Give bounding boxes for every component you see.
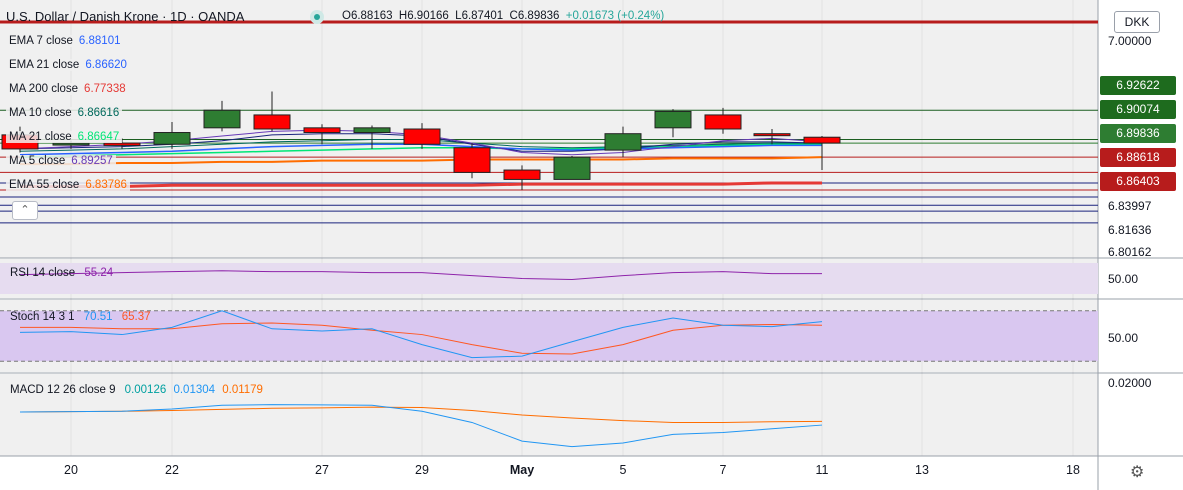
low-value: L6.87401: [455, 10, 504, 22]
price-axis-label: 7.00000: [1108, 34, 1152, 48]
stoch-band: [0, 310, 1098, 362]
time-axis-label: 13: [915, 463, 929, 477]
stoch-legend: Stoch 14 3 1 70.51 65.37: [10, 311, 151, 323]
macd-axis-label: 0.02000: [1108, 376, 1152, 390]
candle-body: [203, 109, 241, 129]
macd-signal-line: [19, 406, 823, 423]
indicator-legend-item[interactable]: EMA 21 close 6.86620: [6, 59, 130, 71]
time-axis-label: 20: [64, 463, 78, 477]
indicator-legend-value: 6.86616: [77, 107, 120, 119]
indicator-legend-value: 6.83786: [85, 179, 127, 191]
candle-body: [704, 114, 742, 130]
time-axis-label: 5: [619, 463, 627, 477]
macd-line: [19, 404, 823, 448]
macd-value: 0.01304: [173, 384, 216, 396]
indicator-legend-value: 6.88101: [78, 35, 121, 47]
stoch-d-line: [20, 322, 823, 355]
candle-body: [604, 133, 642, 151]
candle-body: [253, 114, 291, 130]
ma-line-ema55: [20, 156, 823, 166]
indicator-legend-label: MA 200 close: [9, 83, 79, 95]
price-tag: 6.88618: [1100, 148, 1176, 167]
indicator-legend-item[interactable]: MA 21 close 6.86647: [6, 131, 123, 143]
indicator-legend-value: 6.86620: [85, 59, 127, 71]
indicator-legend-item[interactable]: MA 200 close 6.77338: [6, 83, 129, 95]
macd-hist-value: 0.00126: [124, 384, 167, 396]
stoch-k-line: [19, 310, 823, 359]
price-tag: 6.90074: [1100, 100, 1176, 119]
stoch-k-value: 70.51: [83, 311, 113, 323]
price-axis-label: 6.83997: [1108, 199, 1152, 213]
price-pane-background: [0, 0, 1098, 258]
candle-body: [654, 110, 692, 129]
stoch-label: Stoch 14 3 1: [10, 311, 75, 323]
price-tag: 6.86403: [1100, 172, 1176, 191]
close-value: C6.89836: [509, 10, 560, 22]
symbol-title[interactable]: U.S. Dollar / Danish Krone · 1D · OANDA: [6, 9, 245, 24]
rsi-label: RSI 14 close: [10, 267, 76, 279]
time-axis-label: 27: [315, 463, 329, 477]
indicator-legend-label: EMA 55 close: [9, 179, 80, 191]
time-axis-label: 22: [165, 463, 179, 477]
macd-legend: MACD 12 26 close 9 0.00126 0.01304 0.011…: [10, 384, 263, 396]
currency-button[interactable]: DKK: [1114, 11, 1160, 33]
indicator-legend-item[interactable]: EMA 55 close 6.83786: [6, 179, 130, 191]
candle-body: [103, 142, 141, 146]
indicator-legend-item[interactable]: MA 10 close 6.86616: [6, 107, 123, 119]
macd-signal-value: 0.01179: [222, 384, 263, 396]
macd-pane-background: [0, 374, 1098, 456]
price-axis-label: 6.80162: [1108, 245, 1152, 259]
rsi-line: [19, 270, 822, 280]
rsi-band: [0, 263, 1098, 294]
macd-label: MACD 12 26 close 9: [10, 384, 116, 396]
price-tag: 6.89836: [1100, 124, 1176, 143]
stoch-axis-label: 50.00: [1108, 331, 1139, 345]
indicator-legend-label: MA 21 close: [9, 131, 72, 143]
price-tag: 6.92622: [1100, 76, 1176, 95]
rsi-value: 55.24: [84, 267, 114, 279]
indicator-legend-label: MA 5 close: [9, 155, 66, 167]
time-axis-label: 18: [1066, 463, 1080, 477]
market-status-icon: [310, 10, 324, 24]
indicator-legend-item[interactable]: MA 5 close 6.89257: [6, 155, 116, 167]
candle-body: [403, 128, 441, 145]
time-axis-label: 11: [815, 463, 829, 477]
candle-body: [453, 147, 491, 173]
rsi-axis-label: 50.00: [1108, 272, 1139, 286]
indicator-legend-label: MA 10 close: [9, 107, 72, 119]
indicator-legend-label: EMA 21 close: [9, 59, 80, 71]
collapse-legend-button[interactable]: ⌃: [12, 201, 38, 220]
open-value: O6.88163: [342, 10, 393, 22]
indicator-legend-value: 6.77338: [84, 83, 126, 95]
change-value: +0.01673 (+0.24%): [565, 10, 665, 22]
indicator-legend-label: EMA 7 close: [9, 35, 73, 47]
candle-body: [553, 156, 591, 180]
candle-body: [153, 132, 191, 145]
time-axis-label: 7: [719, 463, 727, 477]
indicator-legend-item[interactable]: EMA 7 close 6.88101: [6, 35, 124, 47]
candle-body: [803, 136, 841, 144]
settings-gear-icon[interactable]: ⚙: [1130, 464, 1145, 481]
candle-body: [52, 142, 90, 146]
time-axis-label: 29: [415, 463, 429, 477]
rsi-legend: RSI 14 close 55.24: [10, 267, 113, 279]
stoch-d-value: 65.37: [121, 311, 151, 323]
ma-line-ma200: [20, 181, 822, 188]
ohlc-readout: O6.88163 H6.90166 L6.87401 C6.89836 +0.0…: [342, 10, 664, 22]
candle-body: [503, 169, 541, 180]
indicator-legend-value: 6.89257: [71, 155, 113, 167]
price-axis-label: 6.81636: [1108, 223, 1152, 237]
time-axis-label: May: [509, 463, 535, 477]
candle-body: [753, 133, 791, 137]
high-value: H6.90166: [398, 10, 449, 22]
indicator-legend-value: 6.86647: [77, 131, 120, 143]
candle-body: [353, 127, 391, 134]
candle-body: [303, 127, 341, 134]
